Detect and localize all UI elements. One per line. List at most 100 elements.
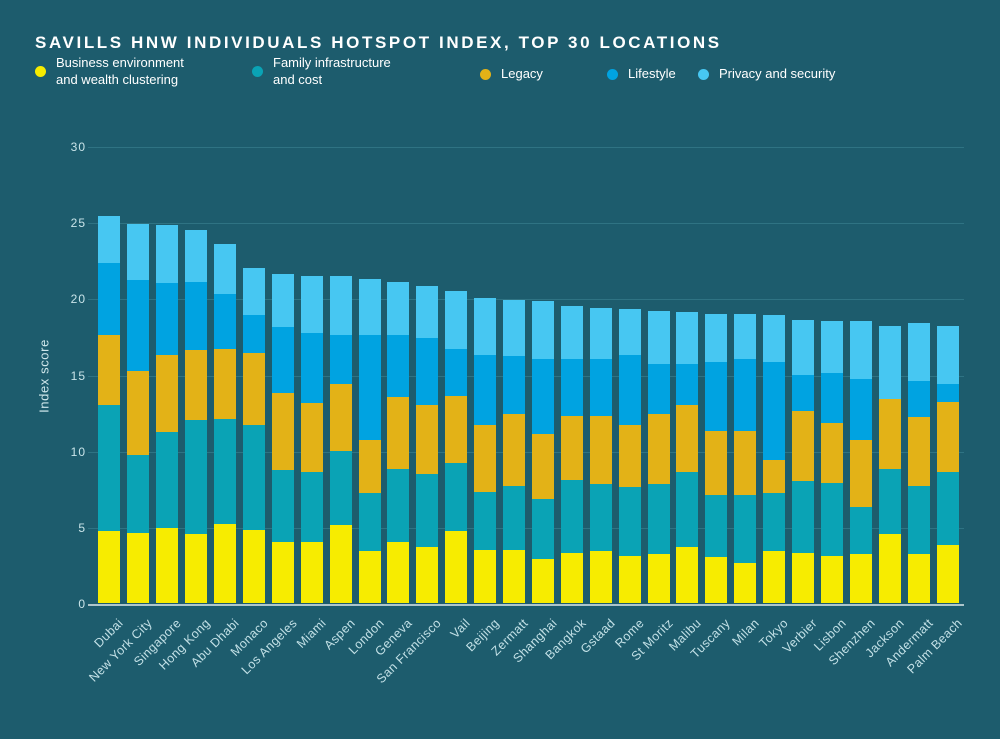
segment-miami-business-environment-and-wealth-clustering — [300, 542, 323, 603]
bar-aspen — [329, 147, 352, 603]
segment-los-angeles-lifestyle — [271, 327, 294, 393]
segment-malibu-family-infrastructure-and-cost — [676, 472, 699, 547]
segment-aspen-privacy-and-security — [329, 275, 352, 335]
legend-item-family-infrastructure-and-cost: Family infrastructure and cost — [252, 55, 391, 88]
segment-jackson-business-environment-and-wealth-clustering — [878, 534, 901, 603]
page-title: SAVILLS HNW INDIVIDUALS HOTSPOT INDEX, T… — [35, 33, 722, 53]
segment-verbier-lifestyle — [792, 374, 815, 412]
legend-swatch-lifestyle-icon — [607, 68, 618, 80]
segment-rome-business-environment-and-wealth-clustering — [618, 555, 641, 603]
bar-rome — [618, 147, 641, 603]
legend-swatch-business-environment-and-wealth-clustering-icon — [35, 66, 46, 78]
segment-andermatt-legacy — [907, 417, 930, 486]
segment-lisbon-lifestyle — [820, 373, 843, 424]
bar-abu-dhabi — [214, 147, 237, 603]
segment-andermatt-business-environment-and-wealth-clustering — [907, 554, 930, 603]
segment-hong-kong-business-environment-and-wealth-clustering — [185, 534, 208, 603]
bar-tokyo — [763, 147, 786, 603]
bar-monaco — [242, 147, 265, 603]
segment-verbier-family-infrastructure-and-cost — [792, 481, 815, 553]
segment-beijing-legacy — [474, 424, 497, 492]
y-tick-label-30: 30 — [70, 140, 86, 154]
segment-beijing-privacy-and-security — [474, 298, 497, 355]
segment-verbier-privacy-and-security — [792, 319, 815, 375]
segment-miami-privacy-and-security — [300, 275, 323, 334]
segment-san-francisco-lifestyle — [416, 337, 439, 405]
segment-malibu-legacy — [676, 404, 699, 472]
segment-dubai-privacy-and-security — [98, 216, 121, 264]
segment-andermatt-lifestyle — [907, 380, 930, 418]
segment-los-angeles-family-infrastructure-and-cost — [271, 470, 294, 543]
legend-swatch-legacy-icon — [480, 68, 491, 80]
segment-dubai-lifestyle — [98, 263, 121, 335]
bar-malibu — [676, 147, 699, 603]
segment-shanghai-family-infrastructure-and-cost — [531, 499, 554, 559]
segment-miami-lifestyle — [300, 333, 323, 404]
segment-andermatt-family-infrastructure-and-cost — [907, 485, 930, 555]
segment-vail-family-infrastructure-and-cost — [445, 462, 468, 532]
segment-monaco-family-infrastructure-and-cost — [242, 424, 265, 530]
segment-gstaad-family-infrastructure-and-cost — [589, 484, 612, 552]
segment-rome-legacy — [618, 424, 641, 488]
segment-new-york-city-privacy-and-security — [127, 223, 150, 281]
segment-tokyo-legacy — [763, 459, 786, 494]
bar-milan — [734, 147, 757, 603]
segment-rome-privacy-and-security — [618, 309, 641, 355]
legend-item-legacy: Legacy — [480, 66, 543, 83]
segment-zermatt-privacy-and-security — [503, 299, 526, 357]
segment-zermatt-legacy — [503, 414, 526, 486]
bar-new-york-city — [127, 147, 150, 603]
segment-gstaad-legacy — [589, 415, 612, 485]
segment-monaco-business-environment-and-wealth-clustering — [242, 529, 265, 603]
legend-swatch-privacy-and-security-icon — [698, 68, 709, 80]
segment-singapore-legacy — [156, 354, 179, 433]
bar-geneva — [387, 147, 410, 603]
segment-milan-lifestyle — [734, 359, 757, 431]
segment-tuscany-business-environment-and-wealth-clustering — [705, 557, 728, 603]
segment-san-francisco-family-infrastructure-and-cost — [416, 473, 439, 547]
segment-vail-legacy — [445, 395, 468, 463]
segment-los-angeles-privacy-and-security — [271, 273, 294, 328]
y-tick-label-10: 10 — [70, 444, 86, 459]
segment-hong-kong-lifestyle — [185, 281, 208, 351]
segment-dubai-business-environment-and-wealth-clustering — [98, 531, 121, 603]
segment-london-legacy — [358, 440, 381, 494]
segment-tokyo-family-infrastructure-and-cost — [763, 493, 786, 552]
stacked-bar-chart: 0 5 10 15 20 25 30 Index score Dubai New York Cit… — [36, 140, 965, 686]
bar-dubai — [98, 147, 121, 603]
bar-beijing — [474, 147, 497, 603]
segment-st-moritz-privacy-and-security — [647, 310, 670, 364]
segment-malibu-business-environment-and-wealth-clustering — [676, 546, 699, 603]
legend-swatch-family-infrastructure-and-cost-icon — [252, 66, 263, 78]
segment-singapore-family-infrastructure-and-cost — [156, 432, 179, 529]
legend-item-lifestyle: Lifestyle — [607, 66, 676, 83]
y-axis-title: Index score — [36, 338, 52, 413]
segment-jackson-privacy-and-security — [878, 325, 901, 399]
segment-vail-lifestyle — [445, 348, 468, 396]
segment-bangkok-family-infrastructure-and-cost — [560, 479, 583, 553]
segment-shenzhen-legacy — [849, 440, 872, 508]
legend-label: Privacy and security — [719, 66, 836, 81]
segment-san-francisco-privacy-and-security — [416, 286, 439, 338]
segment-milan-business-environment-and-wealth-clustering — [734, 563, 757, 603]
bar-palm-beach — [936, 147, 959, 603]
segment-tuscany-family-infrastructure-and-cost — [705, 494, 728, 558]
y-tick-label-20: 20 — [70, 292, 86, 307]
bar-vail — [445, 147, 468, 603]
segment-singapore-business-environment-and-wealth-clustering — [156, 528, 179, 603]
segment-beijing-family-infrastructure-and-cost — [474, 491, 497, 550]
legend-label: Legacy — [501, 66, 543, 81]
segment-verbier-business-environment-and-wealth-clustering — [792, 552, 815, 603]
legend-item-business-environment-and-wealth-clustering: Business environment and wealth clusterin… — [35, 55, 184, 88]
segment-vail-business-environment-and-wealth-clustering — [445, 531, 468, 603]
segment-monaco-privacy-and-security — [242, 267, 265, 316]
segment-monaco-lifestyle — [242, 315, 265, 354]
segment-tokyo-business-environment-and-wealth-clustering — [763, 551, 786, 603]
gridline-5 — [88, 527, 964, 529]
segment-tokyo-privacy-and-security — [763, 315, 786, 363]
segment-lisbon-family-infrastructure-and-cost — [820, 482, 843, 556]
legend-label: Lifestyle — [628, 66, 676, 81]
segment-hong-kong-privacy-and-security — [185, 229, 208, 282]
segment-abu-dhabi-family-infrastructure-and-cost — [214, 418, 237, 524]
segment-miami-legacy — [300, 403, 323, 473]
